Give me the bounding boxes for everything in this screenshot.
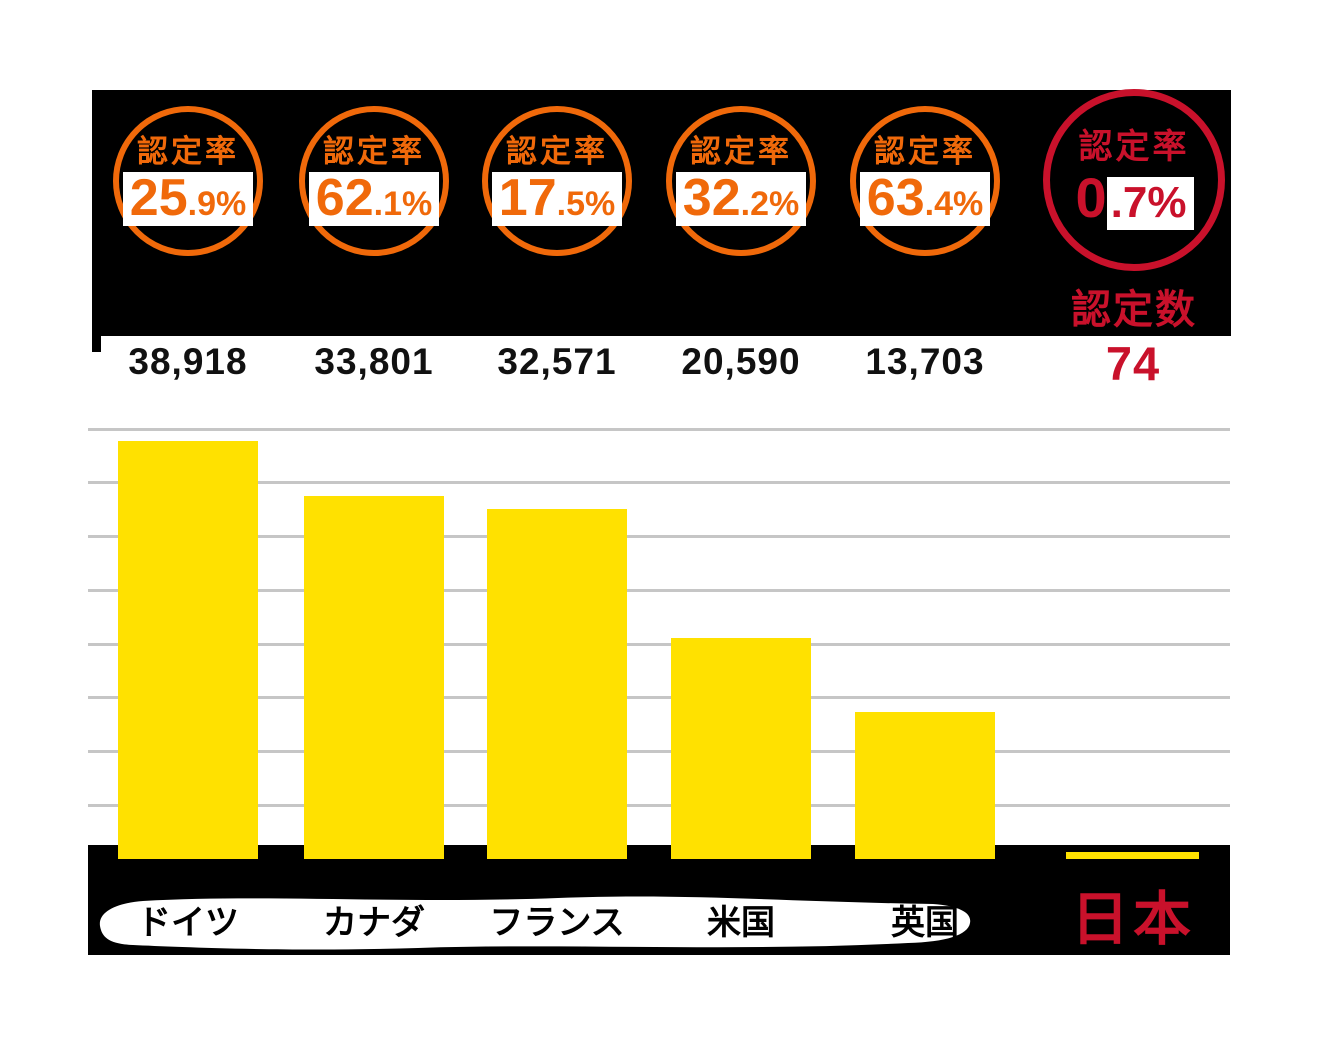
xlabel-japan: 日本 [1070,887,1195,952]
rate-badge-germany: 認定率 25.9% [113,106,263,256]
rate-label: 認定率 [506,133,608,169]
rate-value-main: 63 [866,168,925,227]
rate-badge-france: 認定率 17.5% [482,106,632,256]
xlabel-usa: 米国 [707,904,775,942]
rate-value-main: 0 [1075,165,1107,229]
brush-stroke-path [99,896,971,950]
brush-stroke-highlight [99,896,971,950]
xlabel-uk: 英国 [891,904,959,942]
count-japan: 74 [1105,337,1161,390]
top-panel [92,90,1231,336]
gridline [88,696,1230,700]
rate-value-main: 17 [498,168,557,227]
gridline [88,642,1230,646]
xlabel-canada: カナダ [323,904,425,942]
count-uk: 13,703 [865,341,985,382]
rate-value-main: 25 [129,168,188,227]
rate-value-box: 25.9% [122,168,254,227]
gridline [88,427,1230,431]
rate-value-frac: .7% [1106,176,1195,231]
rate-value-box: 0.7% [1074,169,1195,231]
panel-corner-notch [92,336,101,352]
xlabel-germany: ドイツ [137,904,239,942]
bar-france [487,509,627,859]
gridline [88,481,1230,485]
bar-germany [118,441,258,859]
rate-value-main: 32 [682,168,741,227]
rate-value-frac: .5% [556,184,616,223]
rate-label: 認定率 [1078,127,1190,166]
rate-label: 認定率 [690,133,792,169]
rate-badge-japan: 認定率 0.7% [1043,89,1225,271]
bar-canada [304,496,444,859]
rate-badge-usa: 認定率 32.2% [666,106,816,256]
xlabel-france: フランス [489,904,625,942]
bar-japan [1066,852,1199,859]
rate-label: 認定率 [137,133,239,169]
rate-value-main: 62 [315,168,374,227]
rate-badge-canada: 認定率 62.1% [299,106,449,256]
rate-value-box: 63.4% [859,168,991,227]
rate-badge-uk: 認定率 63.4% [850,106,1000,256]
gridline [88,535,1230,538]
count-canada: 33,801 [314,341,434,382]
gridline [88,588,1230,592]
bar-usa [671,638,811,859]
rate-value-box: 17.5% [491,168,623,227]
gridline [88,750,1230,753]
rate-value-box: 62.1% [308,168,440,227]
rate-value-frac: .2% [740,184,800,223]
rate-value-frac: .4% [924,184,984,223]
count-heading: 認定数 [1071,288,1197,332]
rate-value-box: 32.2% [675,168,807,227]
rate-label: 認定率 [874,133,976,169]
bar-uk [855,712,995,859]
gridline [88,803,1230,807]
rate-label: 認定率 [323,133,425,169]
rate-value-frac: .9% [187,184,247,223]
count-france: 32,571 [497,341,617,382]
count-usa: 20,590 [681,341,801,382]
count-germany: 38,918 [128,341,248,382]
rate-value-frac: .1% [373,184,433,223]
